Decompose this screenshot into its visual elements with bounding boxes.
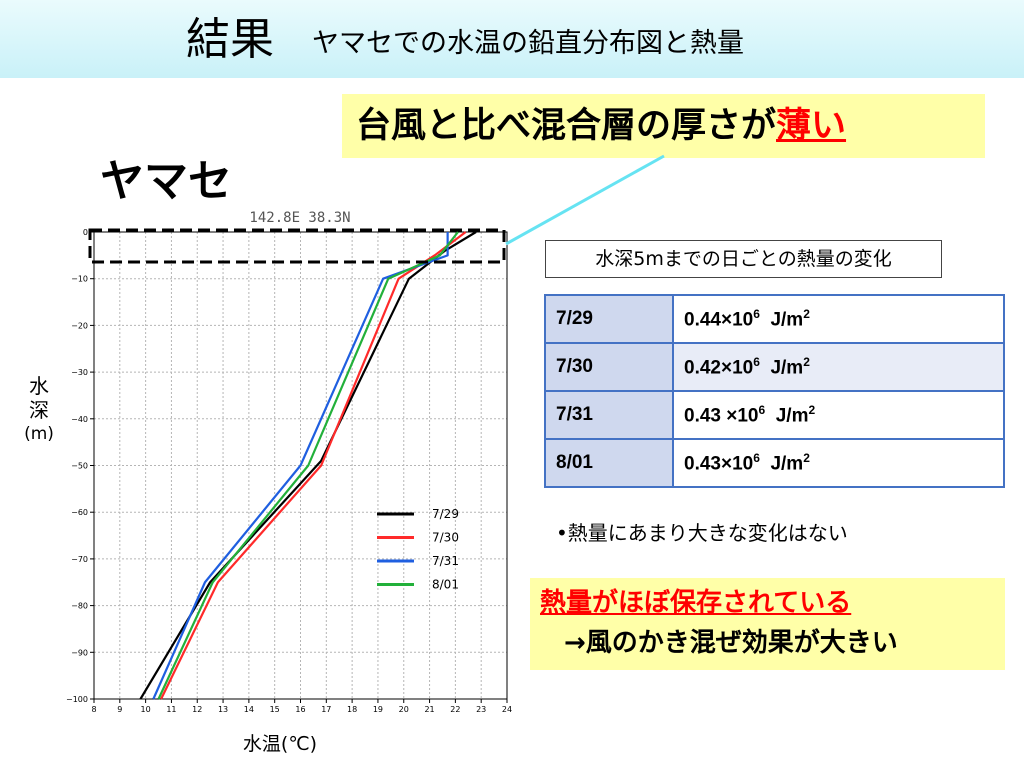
legend-label: 8/01 [432,578,459,592]
chart-title: 142.8E 38.3N [249,210,350,226]
heat-table-row: 7/31 0.43 ×106 J/m2 [544,390,1005,440]
mixed-layer-callout: 台風と比べ混合層の厚さが薄い [342,94,985,158]
callout-highlight: 薄い [776,106,847,146]
x-tick-label: 11 [166,705,176,714]
x-tick-label: 8 [91,705,96,714]
x-axis-label-text: 水温(℃) [242,733,318,755]
x-tick-label: 13 [218,705,228,714]
y-tick-label: −80 [71,602,88,611]
conclusion-line-1: 熱量がほぼ保存されている [540,588,852,618]
heat-date-cell: 7/29 [544,294,674,344]
heat-table-row: 7/30 0.42×106 J/m2 [544,342,1005,392]
legend-label: 7/31 [432,554,459,568]
series-line [139,231,477,700]
y-tick-label: −50 [71,462,88,471]
x-tick-label: 9 [117,705,122,714]
x-tick-label: 24 [502,705,512,714]
heat-date-cell: 7/30 [544,342,674,392]
x-tick-label: 23 [476,705,486,714]
heat-value-cell: 0.44×106 J/m2 [672,294,1005,344]
heat-table-row: 7/29 0.44×106 J/m2 [544,294,1005,344]
highlight-box [88,228,506,264]
y-tick-label: −90 [71,648,88,657]
series-line [157,231,459,700]
series-line [152,232,449,700]
x-tick-label: 21 [424,705,434,714]
y-tick-label: −60 [71,508,88,517]
heat-value-cell: 0.43×106 J/m2 [672,438,1005,488]
series-line [160,231,467,700]
x-tick-label: 20 [399,705,409,714]
conclusion-box: 熱量がほぼ保存されている →風のかき混ぜ効果が大きい [530,578,1005,670]
x-tick-label: 18 [347,705,357,714]
heat-table-title: 水深5mまでの日ごとの熱量の変化 [545,240,942,278]
legend-label: 7/29 [432,507,459,521]
y-tick-label: 0 [83,228,88,237]
y-tick-label: −30 [71,368,88,377]
slide-title: 結果 [186,14,274,65]
heat-value-cell: 0.42×106 J/m2 [672,342,1005,392]
title-bar: 結果 ヤマセでの水温の鉛直分布図と熱量 [0,0,1024,78]
y-tick-label: −70 [71,555,88,564]
y-tick-label: −10 [71,275,88,284]
x-tick-label: 10 [141,705,151,714]
heat-value-cell: 0.43 ×106 J/m2 [672,390,1005,440]
callout-text: 台風と比べ混合層の厚さが薄い [356,102,846,150]
legend-label: 7/30 [432,531,459,545]
conclusion-line-2: →風のかき混ぜ効果が大きい [564,628,898,658]
bullet-note: •熱量にあまり大きな変化はない [556,521,848,545]
x-tick-label: 12 [192,705,202,714]
heat-date-cell: 8/01 [544,438,674,488]
yamase-label: ヤマセ [100,156,232,207]
heat-table-row: 8/01 0.43×106 J/m2 [544,438,1005,488]
y-axis-label-3: (m) [24,424,54,444]
heat-date-cell: 7/31 [544,390,674,440]
x-tick-label: 16 [295,705,305,714]
callout-text-main: 台風と比べ混合層の厚さが [356,106,777,146]
x-tick-label: 14 [244,705,254,714]
y-tick-label: −40 [71,415,88,424]
connector-line [505,154,665,246]
y-axis-label-2: 深 [29,398,49,422]
heat-table: 7/29 0.44×106 J/m2 7/30 0.42×106 J/m2 7/31 0.… [544,294,1005,488]
x-tick-label: 17 [321,705,331,714]
x-tick-label: 19 [373,705,383,714]
x-tick-label: 22 [450,705,460,714]
y-axis-label: 水 深 (m) [24,374,54,446]
y-tick-label: −20 [71,321,88,330]
x-axis-label: 水温(℃) [0,732,560,756]
slide-subtitle: ヤマセでの水温の鉛直分布図と熱量 [312,28,744,59]
y-tick-label: −100 [66,695,88,704]
y-axis-label-1: 水 [29,374,49,398]
x-tick-label: 15 [270,705,280,714]
